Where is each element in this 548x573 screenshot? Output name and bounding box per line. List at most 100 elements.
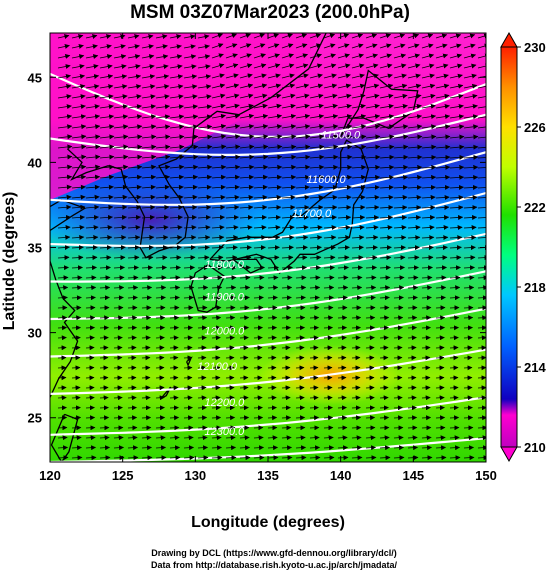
wind-arrow <box>351 113 367 119</box>
wind-arrow <box>337 265 349 271</box>
wind-arrow <box>449 265 461 271</box>
wind-arrow <box>169 224 183 230</box>
wind-arrow <box>351 415 362 421</box>
wind-arrow <box>281 154 297 160</box>
wind-arrow <box>421 63 435 69</box>
wind-arrow <box>393 83 408 89</box>
wind-arrow <box>183 445 195 451</box>
wind-arrow <box>169 104 184 110</box>
wind-arrow <box>309 245 322 251</box>
wind-arrow <box>155 214 169 220</box>
wind-arrow <box>267 435 278 441</box>
wind-arrow <box>155 134 171 140</box>
wind-arrow <box>113 245 126 251</box>
wind-arrow <box>155 94 170 100</box>
wind-arrow <box>225 154 241 160</box>
wind-arrow <box>211 224 225 230</box>
wind-arrow <box>57 255 70 261</box>
wind-arrow <box>141 184 156 190</box>
wind-arrow <box>477 106 486 109</box>
contour-line <box>50 232 486 283</box>
wind-arrow <box>379 63 393 69</box>
wind-arrow <box>295 134 311 140</box>
wind-arrow <box>183 164 199 170</box>
wind-arrow <box>225 285 237 291</box>
wind-arrow <box>169 325 179 331</box>
wind-arrow <box>113 134 129 140</box>
wind-arrow <box>253 415 264 421</box>
wind-arrow <box>477 146 486 149</box>
wind-arrow <box>281 63 295 69</box>
wind-arrow <box>337 174 353 180</box>
wind-arrow <box>281 204 296 210</box>
wind-arrow <box>365 93 380 99</box>
wind-arrow <box>365 73 379 79</box>
wind-arrow <box>365 405 375 411</box>
wind-arrow <box>337 285 349 291</box>
wind-arrow <box>155 154 171 160</box>
wind-arrow <box>351 43 364 49</box>
wind-arrow <box>323 425 334 431</box>
wind-arrow <box>71 255 84 261</box>
wind-arrow <box>477 355 486 361</box>
wind-arrow <box>351 53 364 59</box>
chart-title: MSM 03Z07Mar2023 (200.0hPa) <box>130 2 410 23</box>
wind-arrow <box>183 124 199 130</box>
wind-arrow <box>71 245 84 251</box>
wind-arrow <box>463 335 473 341</box>
wind-arrow <box>113 385 123 391</box>
wind-arrow <box>127 204 142 210</box>
wind-arrow <box>463 225 477 231</box>
wind-arrow <box>449 114 465 120</box>
wind-arrow <box>337 455 349 461</box>
wind-arrow <box>309 395 319 401</box>
wind-arrow <box>113 114 129 120</box>
wind-arrow <box>141 445 153 451</box>
wind-arrow <box>309 43 322 49</box>
wind-arrow <box>365 365 375 371</box>
wind-arrow <box>169 445 181 451</box>
wind-arrow <box>253 445 265 451</box>
wind-arrow <box>267 73 281 79</box>
wind-arrow <box>169 315 180 321</box>
wind-arrow <box>407 83 422 89</box>
wind-arrow <box>365 174 381 180</box>
wind-arrow <box>239 204 254 210</box>
contour-label: 11600.0 <box>307 174 347 186</box>
wind-arrow <box>127 235 141 240</box>
wind-arrow <box>71 74 85 79</box>
wind-arrow <box>477 63 486 69</box>
wind-arrow <box>435 124 451 130</box>
wind-arrow <box>127 64 141 69</box>
wind-arrow <box>57 53 71 59</box>
wind-arrow <box>71 134 87 140</box>
wind-arrow <box>407 73 421 79</box>
wind-arrow <box>393 144 409 150</box>
wind-arrow <box>379 93 394 99</box>
wind-arrow <box>281 103 296 109</box>
wind-arrow <box>435 375 445 381</box>
wind-arrow <box>253 305 264 311</box>
wind-arrow <box>85 345 95 351</box>
wind-arrow <box>253 435 264 441</box>
wind-arrow <box>393 255 406 261</box>
wind-arrow <box>379 405 389 411</box>
wind-arrow <box>337 113 353 119</box>
wind-arrow <box>421 224 435 230</box>
wind-arrow <box>393 425 404 431</box>
wind-arrow <box>253 73 267 79</box>
wind-arrow <box>449 415 460 421</box>
wind-arrow <box>435 63 449 69</box>
wind-arrow <box>435 385 445 391</box>
wind-arrow <box>421 164 437 170</box>
wind-arrow <box>127 265 139 271</box>
wind-arrow <box>365 265 377 271</box>
wind-arrow <box>71 415 82 421</box>
wind-arrow <box>57 265 69 271</box>
wind-arrow <box>57 124 73 130</box>
wind-arrow <box>281 144 297 150</box>
wind-arrow <box>449 275 461 281</box>
wind-arrow <box>323 255 336 261</box>
wind-arrow <box>365 315 376 321</box>
wind-arrow <box>127 345 137 351</box>
